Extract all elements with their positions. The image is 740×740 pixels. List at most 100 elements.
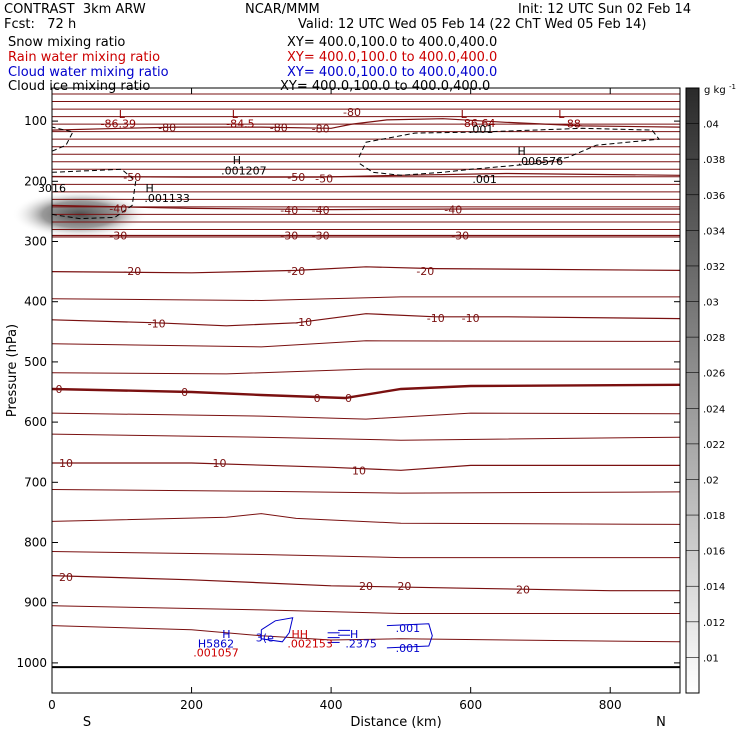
colorbar-tick-label: .034	[703, 226, 725, 237]
contour-label: 20	[359, 580, 373, 593]
contour-label: -20	[287, 265, 305, 278]
y-tick-label: 900	[24, 596, 47, 610]
contour-label: -80	[270, 122, 288, 135]
y-tick-label: 100	[24, 114, 47, 128]
colorbar-tick-label: .036	[703, 191, 725, 202]
contour-label: -80	[312, 122, 330, 135]
temperature-contour	[52, 462, 680, 471]
contour-label: -10	[427, 312, 445, 325]
isoline	[51, 296, 680, 302]
isoline	[51, 513, 681, 525]
colorbar-tick-label: .01	[703, 653, 719, 664]
contour-label: 10	[212, 457, 226, 470]
isoline	[51, 340, 681, 348]
extremum-label: L	[558, 108, 565, 121]
extremum-label: .002153	[287, 638, 333, 651]
extremum-label: HH	[291, 628, 308, 641]
contour-label: 10	[59, 457, 73, 470]
temperature-contours	[51, 118, 681, 592]
extremum-label: H	[146, 182, 154, 195]
extremum-label: L	[461, 108, 468, 121]
extremum-label: H5862	[198, 638, 234, 651]
contour-label: 20	[397, 580, 411, 593]
extremum-label: -86.64	[460, 117, 495, 130]
x-tick-label: 800	[599, 698, 622, 712]
isoline	[51, 368, 680, 375]
contour-label: 0	[55, 383, 62, 396]
fcst-label: Fcst: 72 h	[4, 17, 77, 32]
colorbar-unit-exponent: -1	[729, 83, 736, 91]
y-tick-label: 700	[24, 475, 47, 489]
field-xy-snow: XY= 400.0,100.0 to 400.0,400.0	[287, 35, 498, 50]
x-tick-label: 200	[180, 698, 203, 712]
colorbar-tick-label: .022	[703, 440, 725, 451]
cloud-water-contour	[386, 623, 433, 649]
extremum-label: -84.5	[226, 118, 254, 131]
colorbar-tick-label: .024	[703, 404, 725, 415]
y-tick-label: 800	[24, 536, 47, 550]
contour-label: -20	[123, 265, 141, 278]
cloud-ice-contour	[51, 126, 74, 152]
temperature-contour	[51, 172, 681, 178]
extremum-label: .001	[396, 642, 421, 655]
direction-south-label: S	[83, 715, 91, 730]
contour-label: -40	[109, 202, 127, 215]
colorbar: .01 .012 .014 .016 .018 .02 .022 .024 .026 .028 .0…	[685, 83, 736, 694]
y-tick-label: 600	[24, 415, 47, 429]
y-tick-label: 1000	[16, 656, 47, 670]
colorbar-tick-label: .016	[703, 547, 725, 558]
extremum-label: .001057	[193, 647, 239, 660]
extremum-label: L	[119, 108, 126, 121]
contour-label: -30	[109, 229, 127, 242]
colorbar-tick-label: .038	[703, 155, 725, 166]
contour-label: -10	[294, 316, 312, 329]
colorbar-tick-label: .014	[703, 582, 725, 593]
temperature-contour	[51, 118, 681, 131]
y-axis-label: Pressure (hPa)	[5, 324, 20, 417]
cloud-contours	[51, 126, 661, 649]
temperature-contour	[51, 575, 680, 592]
x-tick-label: 0	[48, 698, 56, 712]
org-label: NCAR/MMM	[245, 2, 320, 17]
contour-label: -80	[343, 106, 361, 119]
isoline	[51, 605, 680, 614]
contour-label: 20	[59, 571, 73, 584]
colorbar-tick-label: .04	[703, 120, 719, 131]
isoline	[51, 433, 681, 441]
colorbar-scale	[685, 87, 700, 694]
extremum-label: H	[350, 628, 358, 641]
contour-label: -40	[444, 204, 462, 217]
y-tick-label: 200	[24, 174, 47, 188]
contour-label: -50	[287, 171, 305, 184]
x-tick-label: 600	[459, 698, 482, 712]
x-axis-label: Distance (km)	[350, 715, 441, 730]
extremum-label: .001	[472, 173, 497, 186]
plot-frame	[51, 87, 681, 694]
x-tick-label: 400	[320, 698, 343, 712]
isoline	[51, 412, 681, 420]
field-name-rain: Rain water mixing ratio	[8, 50, 161, 65]
extremum-label: L	[232, 108, 239, 121]
field-name-cloud-ice: Cloud ice mixing ratio	[8, 79, 151, 94]
contour-label: 0	[345, 392, 352, 405]
colorbar-tick-label: .02	[703, 475, 719, 486]
colorbar-tick-label: .03	[703, 298, 719, 309]
extremum-label: .001207	[221, 164, 267, 177]
direction-north-label: N	[656, 715, 666, 730]
extremum-label: H	[233, 154, 241, 167]
extremum-label: .006576	[518, 155, 564, 168]
y-tick-label: 400	[24, 295, 47, 309]
colorbar-tick-label: .018	[703, 511, 725, 522]
cloud-ice-contour	[358, 127, 661, 176]
extremum-label: .001133	[144, 192, 190, 205]
contour-label: 0	[181, 386, 188, 399]
contour-label: -40	[280, 204, 298, 217]
field-name-snow: Snow mixing ratio	[8, 35, 126, 50]
background-isolines	[51, 93, 681, 643]
contour-label: -50	[315, 172, 333, 185]
contour-labels: -80 -80 -80 -80 -50 -50 -50 -40 -40 -40 -40 -30 -30 -…	[38, 106, 581, 660]
extremum-label: .2375	[345, 638, 377, 651]
model-label: CONTRAST 3km ARW	[4, 2, 146, 17]
contour-label: -50	[123, 171, 141, 184]
